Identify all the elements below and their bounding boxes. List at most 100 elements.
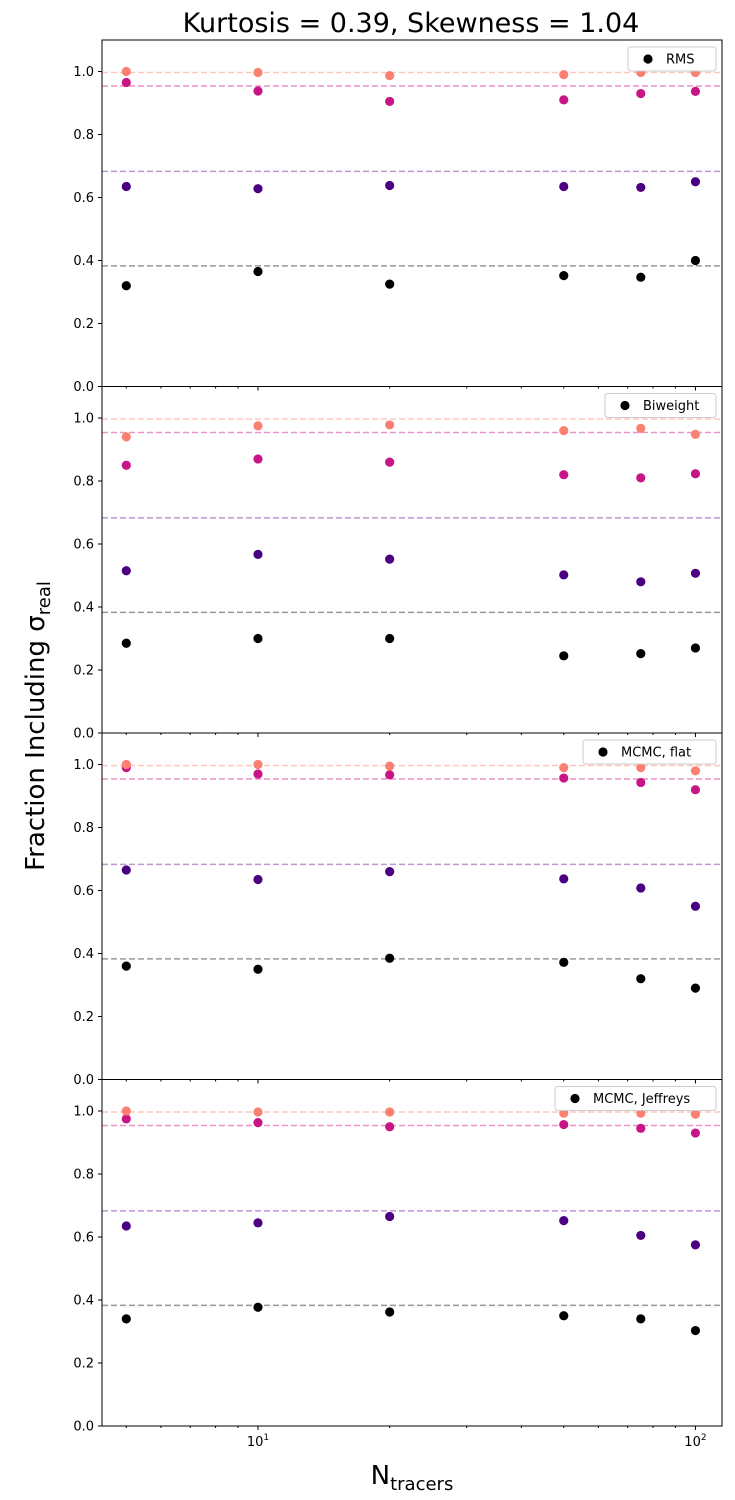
data-point-series-2 xyxy=(253,1218,263,1228)
data-point-series-4 xyxy=(559,70,569,80)
data-point-series-2 xyxy=(559,570,569,580)
data-point-series-3 xyxy=(385,96,395,107)
data-point-series-4 xyxy=(559,426,569,436)
data-point-series-2 xyxy=(690,901,701,911)
data-point-series-3 xyxy=(121,77,131,88)
y-tick-label: 0.6 xyxy=(73,1231,94,1246)
legend-box xyxy=(582,739,717,765)
data-point-series-2 xyxy=(559,874,569,884)
data-point-series-4 xyxy=(253,421,263,431)
data-point-series-1 xyxy=(253,964,263,974)
data-point-series-1 xyxy=(559,1311,569,1321)
legend-marker xyxy=(620,400,630,411)
y-tick-label: 0.8 xyxy=(73,475,94,490)
legend-marker xyxy=(598,747,608,757)
y-tick-label: 0.4 xyxy=(73,254,94,269)
legend: MCMC, Jeffreys xyxy=(554,1086,717,1111)
data-point-series-4 xyxy=(121,66,131,77)
data-point-series-1 xyxy=(385,953,395,963)
data-point-series-3 xyxy=(559,1119,569,1130)
y-tick-label: 1.0 xyxy=(73,412,94,427)
data-point-series-3 xyxy=(253,86,263,96)
data-point-series-3 xyxy=(385,1122,395,1132)
data-point-series-4 xyxy=(253,759,263,770)
y-tick-label: 0.2 xyxy=(73,1010,94,1025)
data-point-series-3 xyxy=(690,469,701,479)
data-point-series-1 xyxy=(690,983,701,993)
data-point-series-1 xyxy=(690,255,701,266)
y-tick-label: 0.8 xyxy=(73,821,94,836)
y-tick-label: 0.6 xyxy=(73,191,94,206)
y-tick-label: 0.4 xyxy=(73,947,94,962)
data-point-series-2 xyxy=(121,566,131,576)
data-point-series-3 xyxy=(385,457,395,467)
data-point-series-2 xyxy=(385,180,395,191)
data-point-series-4 xyxy=(385,420,395,430)
data-point-series-3 xyxy=(690,1128,701,1138)
data-point-series-2 xyxy=(253,874,263,885)
panel-2: 0.0 0.2 0.4 0.6 0.8 1.0 Biweight xyxy=(73,386,723,742)
panel-3: 0.0 0.2 0.4 0.6 0.8 1.0 MCMC, flat xyxy=(73,732,723,1088)
data-point-series-1 xyxy=(253,1302,263,1312)
y-tick-label: 0.8 xyxy=(73,128,94,143)
data-point-series-4 xyxy=(690,766,701,776)
data-point-series-1 xyxy=(253,633,263,644)
data-point-series-2 xyxy=(559,1216,569,1226)
legend: MCMC, flat xyxy=(582,739,717,765)
data-point-series-3 xyxy=(690,785,701,795)
data-point-series-2 xyxy=(559,181,569,192)
x-axis-label-main: N xyxy=(371,1461,390,1491)
data-point-series-1 xyxy=(385,633,395,644)
data-point-series-4 xyxy=(121,1106,131,1116)
y-axis-label: Fraction Including σreal xyxy=(21,581,55,871)
data-point-series-3 xyxy=(559,95,569,105)
data-point-series-1 xyxy=(385,279,395,289)
legend-box xyxy=(604,393,717,418)
legend-marker xyxy=(570,1093,580,1104)
data-point-series-1 xyxy=(121,1314,131,1324)
y-axis-label-subscript: real xyxy=(34,581,55,615)
data-point-series-2 xyxy=(385,867,395,877)
data-point-series-3 xyxy=(636,88,646,99)
data-point-series-1 xyxy=(559,271,569,281)
data-point-series-3 xyxy=(690,86,701,96)
y-tick-label: 0.8 xyxy=(73,1168,94,1183)
x-tick-label-base: 10 xyxy=(247,1435,264,1450)
data-point-series-3 xyxy=(559,470,569,480)
data-point-series-1 xyxy=(559,957,569,967)
data-point-series-1 xyxy=(385,1307,395,1317)
data-point-series-2 xyxy=(253,549,263,559)
data-point-series-2 xyxy=(690,568,701,578)
data-point-series-4 xyxy=(121,432,131,442)
panel-1: 0.0 0.2 0.4 0.6 0.8 1.0 RMS xyxy=(73,39,723,395)
data-point-series-2 xyxy=(636,883,646,893)
y-tick-label: 0.6 xyxy=(73,538,94,553)
data-point-series-3 xyxy=(636,777,646,788)
data-point-series-2 xyxy=(121,1221,131,1231)
data-point-series-2 xyxy=(636,182,646,193)
data-point-series-4 xyxy=(385,1107,395,1117)
y-tick-label: 1.0 xyxy=(73,65,94,80)
data-point-series-3 xyxy=(121,460,131,470)
data-point-series-3 xyxy=(253,1118,263,1128)
x-tick-label: 101 xyxy=(247,1433,269,1450)
x-tick-label-base: 10 xyxy=(684,1435,701,1450)
data-point-series-2 xyxy=(253,184,263,194)
data-point-series-1 xyxy=(253,266,263,277)
legend-label: RMS xyxy=(666,53,695,68)
data-point-series-4 xyxy=(385,761,395,771)
y-tick-label: 1.0 xyxy=(73,758,94,773)
y-tick-label: 0.6 xyxy=(73,884,94,899)
data-point-series-1 xyxy=(636,272,646,282)
legend: RMS xyxy=(627,46,717,72)
panels-group: 0.0 0.2 0.4 0.6 0.8 1.0 RMS 0.0 0.2 0.4 0.6 0.8 1.0 B… xyxy=(73,39,723,1450)
data-point-series-2 xyxy=(385,1211,395,1222)
data-point-series-4 xyxy=(385,70,395,81)
data-point-series-4 xyxy=(636,423,646,433)
x-tick-label-exponent: 2 xyxy=(701,1433,707,1443)
data-point-series-4 xyxy=(690,429,701,439)
data-point-series-4 xyxy=(690,1109,701,1119)
x-tick-label: 102 xyxy=(684,1433,706,1450)
data-point-series-2 xyxy=(636,577,646,587)
y-tick-label: 0.0 xyxy=(73,380,94,395)
